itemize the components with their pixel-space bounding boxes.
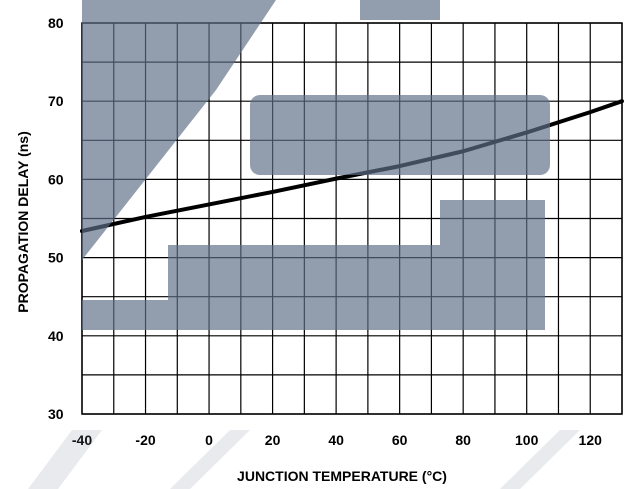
watermark-logo <box>82 0 550 330</box>
y-tick-label: 40 <box>48 328 64 344</box>
x-axis-label: JUNCTION TEMPERATURE (°C) <box>237 468 447 484</box>
y-tick-label: 60 <box>48 171 64 187</box>
y-axis-label: PROPAGATION DELAY (ns) <box>15 131 31 313</box>
y-tick-label: 30 <box>48 406 64 422</box>
y-tick-label: 70 <box>48 93 64 109</box>
x-tick-label: 60 <box>392 432 408 448</box>
x-tick-label: 80 <box>455 432 471 448</box>
x-tick-label: -20 <box>135 432 155 448</box>
x-tick-label: 40 <box>328 432 344 448</box>
x-tick-label: -40 <box>72 432 92 448</box>
tick-labels: 30 40 50 60 70 80 -40 -20 0 20 40 60 80 100 120 <box>48 15 602 448</box>
x-tick-label: 100 <box>515 432 539 448</box>
x-tick-label: 120 <box>579 432 603 448</box>
x-tick-label: 20 <box>265 432 281 448</box>
y-tick-label: 50 <box>48 250 64 266</box>
x-tick-label: 0 <box>205 432 213 448</box>
watermark-bottom <box>28 430 580 489</box>
y-tick-label: 80 <box>48 15 64 31</box>
